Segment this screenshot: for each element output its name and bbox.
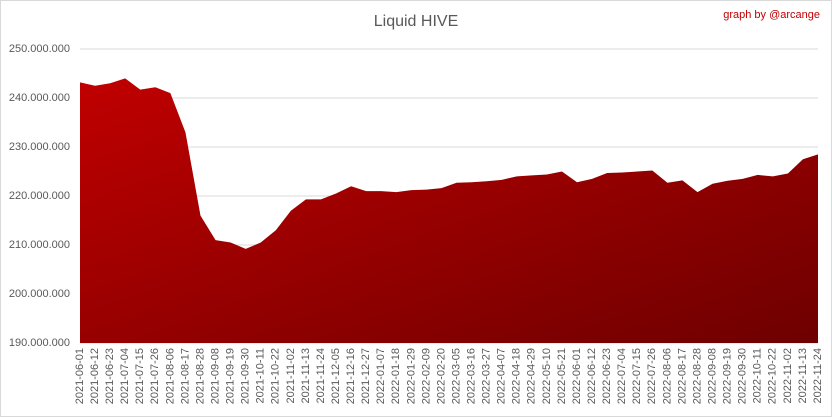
x-tick-label: 2022-03-05 <box>450 348 462 404</box>
x-tick-label: 2022-01-07 <box>375 348 387 404</box>
x-tick-label: 2022-07-04 <box>616 348 628 404</box>
x-tick-label: 2021-07-04 <box>119 348 131 404</box>
x-tick-label: 2021-08-06 <box>164 348 176 404</box>
x-tick-label: 2021-06-01 <box>74 348 86 404</box>
x-tick-label: 2022-01-29 <box>405 348 417 404</box>
x-tick-label: 2022-04-07 <box>496 348 508 404</box>
x-tick-label: 2022-06-12 <box>586 348 598 404</box>
x-tick-label: 2022-03-16 <box>465 348 477 404</box>
y-tick-label: 230.000.000 <box>9 141 70 153</box>
x-tick-label: 2022-09-30 <box>737 348 749 404</box>
x-tick-label: 2022-09-19 <box>722 348 734 404</box>
x-tick-label: 2021-07-15 <box>134 348 146 404</box>
x-tick-label: 2021-12-05 <box>330 348 342 404</box>
x-tick-label: 2021-10-11 <box>255 348 267 403</box>
x-tick-label: 2022-08-17 <box>676 348 688 404</box>
x-tick-label: 2021-06-12 <box>89 348 101 404</box>
credit: graph by @arcange <box>723 9 820 21</box>
x-tick-label: 2022-04-18 <box>511 348 523 404</box>
area <box>80 78 818 344</box>
x-tick-label: 2022-05-21 <box>556 348 568 404</box>
x-tick-label: 2022-02-09 <box>420 348 432 404</box>
x-tick-label: 2022-06-01 <box>571 348 583 404</box>
x-tick-label: 2021-08-28 <box>194 348 206 404</box>
x-tick-label: 2022-08-06 <box>661 348 673 404</box>
x-tick-label: 2021-07-26 <box>149 348 161 404</box>
x-tick-label: 2022-11-13 <box>797 348 809 403</box>
x-tick-label: 2022-04-29 <box>526 348 538 404</box>
y-tick-label: 210.000.000 <box>9 239 70 251</box>
x-tick-label: 2021-09-30 <box>240 348 252 404</box>
y-tick-label: 250.000.000 <box>9 43 70 55</box>
x-tick-label: 2022-10-22 <box>767 348 779 404</box>
x-tick-label: 2022-05-10 <box>541 348 553 404</box>
x-tick-label: 2021-09-08 <box>209 348 221 404</box>
x-tick-label: 2022-10-11 <box>752 348 764 403</box>
x-tick-label: 2021-10-22 <box>270 348 282 404</box>
x-tick-label: 2022-03-27 <box>481 348 493 404</box>
x-tick-label: 2022-08-28 <box>691 348 703 404</box>
x-tick-label: 2021-11-02 <box>285 348 297 403</box>
x-tick-label: 2022-11-02 <box>782 348 794 403</box>
x-tick-label: 2021-08-17 <box>179 348 191 404</box>
y-tick-label: 190.000.000 <box>9 337 70 349</box>
x-tick-label: 2022-02-20 <box>435 348 447 404</box>
x-tick-label: 2021-06-23 <box>104 348 116 404</box>
x-tick-label: 2021-12-16 <box>345 348 357 404</box>
x-tick-label: 2021-12-27 <box>360 348 372 404</box>
x-tick-label: 2022-06-23 <box>601 348 613 404</box>
chart-title: Liquid HIVE <box>374 13 459 30</box>
x-tick-label: 2022-07-15 <box>631 348 643 404</box>
x-tick-label: 2021-11-24 <box>315 348 327 403</box>
x-tick-label: 2021-09-19 <box>225 348 237 404</box>
x-tick-label: 2022-01-18 <box>390 348 402 404</box>
y-tick-label: 200.000.000 <box>9 288 70 300</box>
x-tick-label: 2022-11-24 <box>812 348 824 403</box>
x-tick-label: 2022-09-08 <box>706 348 718 404</box>
y-tick-label: 240.000.000 <box>9 92 70 104</box>
x-tick-label: 2022-07-26 <box>646 348 658 404</box>
x-tick-label: 2021-11-13 <box>300 348 312 403</box>
y-tick-label: 220.000.000 <box>9 190 70 202</box>
